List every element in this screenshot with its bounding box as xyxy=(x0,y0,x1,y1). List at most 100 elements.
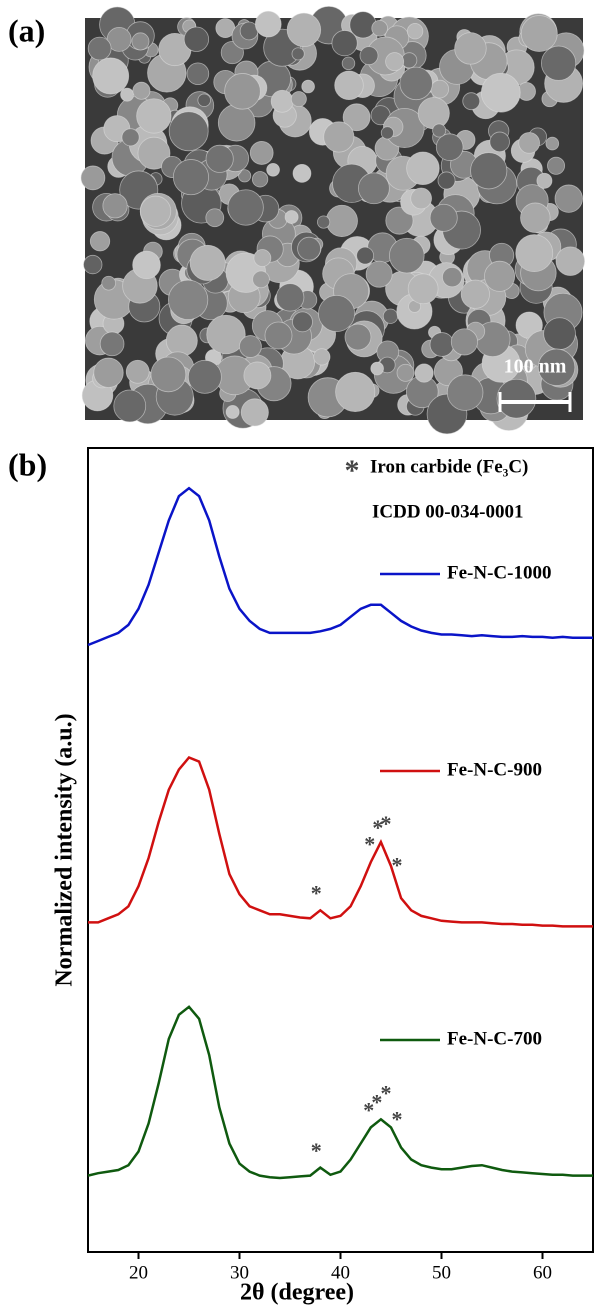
sem-grain xyxy=(489,131,510,153)
x-axis-label: 2θ (degree) xyxy=(240,1280,354,1306)
sem-grain xyxy=(555,246,586,276)
sem-grain xyxy=(132,250,161,280)
peak-marker: * xyxy=(371,1090,382,1115)
sem-grain xyxy=(301,79,315,94)
sem-grain xyxy=(172,159,210,196)
sem-grain xyxy=(429,203,458,232)
sem-grain xyxy=(102,193,128,219)
sem-grain xyxy=(323,121,355,153)
sem-grain xyxy=(359,46,379,66)
sem-grain xyxy=(520,15,558,52)
sem-grain xyxy=(435,133,464,161)
sem-grain xyxy=(407,273,439,305)
sem-grain xyxy=(249,141,274,165)
sem-grain xyxy=(125,359,150,384)
sem-grain xyxy=(541,45,577,81)
series-line xyxy=(88,755,593,928)
sem-grain xyxy=(380,126,394,140)
x-tick-label: 40 xyxy=(331,1262,350,1283)
sem-grain xyxy=(480,72,521,113)
sem-grain xyxy=(189,244,226,281)
sem-grain xyxy=(286,12,322,48)
sem-grain xyxy=(429,332,455,357)
sem-grain xyxy=(136,98,172,134)
sem-grain xyxy=(454,32,487,65)
sem-grain xyxy=(335,371,376,413)
sem-grain xyxy=(253,249,272,267)
sem-grain xyxy=(292,164,312,183)
sem-grain xyxy=(518,132,540,154)
sem-grain xyxy=(545,136,560,151)
sem-grain xyxy=(554,184,583,213)
sem-grain xyxy=(197,93,211,107)
sem-grain xyxy=(240,398,269,427)
sem-grain xyxy=(342,103,371,132)
sem-grain xyxy=(331,30,358,57)
sem-grain xyxy=(139,195,172,227)
peak-marker: * xyxy=(372,815,383,840)
panel-label: (a) xyxy=(8,12,45,48)
sem-grain xyxy=(417,97,450,130)
sem-grain xyxy=(254,10,282,38)
sem-grain xyxy=(437,171,456,190)
sem-grain xyxy=(462,92,481,111)
sem-grain xyxy=(318,295,356,332)
sem-grain xyxy=(120,87,135,102)
panel-label: (b) xyxy=(8,446,47,482)
x-tick-label: 20 xyxy=(129,1262,148,1283)
sem-grain xyxy=(290,91,307,108)
sem-grain xyxy=(168,279,209,320)
sem-grain xyxy=(121,128,140,147)
sem-grain xyxy=(205,208,225,228)
sem-grain xyxy=(92,57,130,95)
note-symbol: * xyxy=(345,454,360,487)
sem-grain xyxy=(165,324,198,357)
sem-grain xyxy=(187,359,222,394)
sem-grain xyxy=(341,56,356,71)
sem-grain xyxy=(99,331,125,357)
peak-marker: * xyxy=(392,852,403,877)
legend-label: Fe-N-C-1000 xyxy=(447,562,551,583)
sem-grain xyxy=(251,171,269,188)
sem-grain xyxy=(224,73,261,110)
sem-grain xyxy=(186,62,210,86)
sem-grain xyxy=(270,89,294,113)
sem-grain xyxy=(358,172,390,205)
sem-grain xyxy=(183,26,210,52)
peak-marker: * xyxy=(380,811,391,836)
sem-grain xyxy=(410,187,432,210)
sem-grain xyxy=(382,308,399,324)
sem-grain xyxy=(217,104,256,142)
sem-grain xyxy=(227,189,264,226)
sem-grain xyxy=(389,237,425,274)
sem-grain xyxy=(399,66,433,101)
sem-grain xyxy=(460,279,490,309)
sem-grain xyxy=(205,144,234,173)
sem-grain xyxy=(113,389,147,423)
sem-grain xyxy=(317,215,331,229)
sem-grain xyxy=(430,79,450,99)
sem-grain xyxy=(325,204,358,237)
peak-marker: * xyxy=(364,832,375,857)
sem-grain xyxy=(239,335,262,358)
sem-grain xyxy=(371,20,388,37)
sem-grain xyxy=(365,260,393,288)
sem-image xyxy=(80,5,586,435)
series-line xyxy=(87,1005,593,1180)
sem-grain xyxy=(243,361,272,390)
sem-grain xyxy=(470,152,508,190)
sem-grain xyxy=(406,151,440,186)
sem-grain xyxy=(291,47,305,61)
x-tick-label: 30 xyxy=(230,1262,249,1283)
sem-grain xyxy=(137,136,171,170)
x-tick-label: 50 xyxy=(432,1262,451,1283)
sem-grain xyxy=(284,210,299,224)
sem-grain xyxy=(515,234,554,273)
sem-grain xyxy=(496,378,537,419)
peak-marker: * xyxy=(311,1138,322,1163)
sem-grain xyxy=(432,123,447,138)
sem-grain xyxy=(442,267,463,288)
sem-grain xyxy=(543,317,576,350)
sem-grain xyxy=(356,246,375,265)
sem-grain xyxy=(344,323,372,351)
